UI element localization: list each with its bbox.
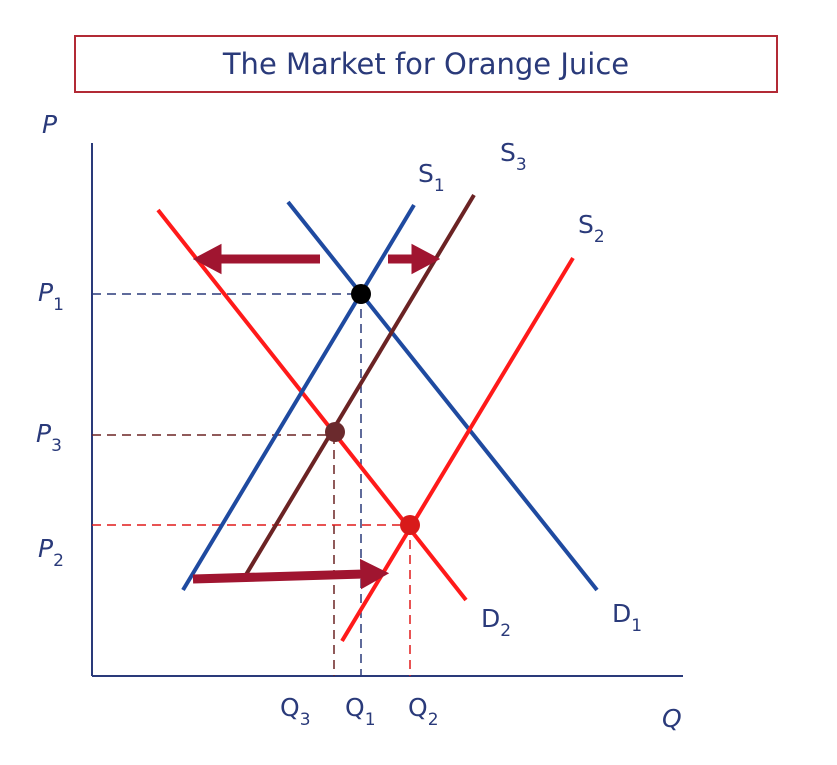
equilibrium-point-3 xyxy=(325,422,345,442)
chart-title: The Market for Orange Juice xyxy=(74,35,778,93)
price-label-p1: P1 xyxy=(38,278,64,315)
curve-label-s3: S3 xyxy=(500,138,527,175)
curve-label-d1: D1 xyxy=(612,599,642,636)
price-label-p2: P2 xyxy=(38,534,64,571)
equilibrium-point-2 xyxy=(400,515,420,535)
equilibrium-point-1 xyxy=(351,284,371,304)
quantity-label-q2: Q2 xyxy=(408,693,439,730)
quantity-label-q3: Q3 xyxy=(280,693,311,730)
curve-label-s2: S2 xyxy=(578,210,605,247)
demand-curve-d2 xyxy=(156,208,468,602)
demand-curve-d1 xyxy=(286,200,599,592)
x-axis-label: Q xyxy=(662,704,682,733)
quantity-label-q1: Q1 xyxy=(345,693,376,730)
curve-label-s1: S1 xyxy=(418,159,445,196)
supply-curve-s3 xyxy=(242,193,476,580)
price-label-p3: P3 xyxy=(36,419,62,456)
y-axis-label: P xyxy=(42,110,58,139)
supply-curve-s1 xyxy=(181,203,416,592)
curve-label-d2: D2 xyxy=(481,604,511,641)
supply-shift-arrow-long xyxy=(192,558,390,590)
